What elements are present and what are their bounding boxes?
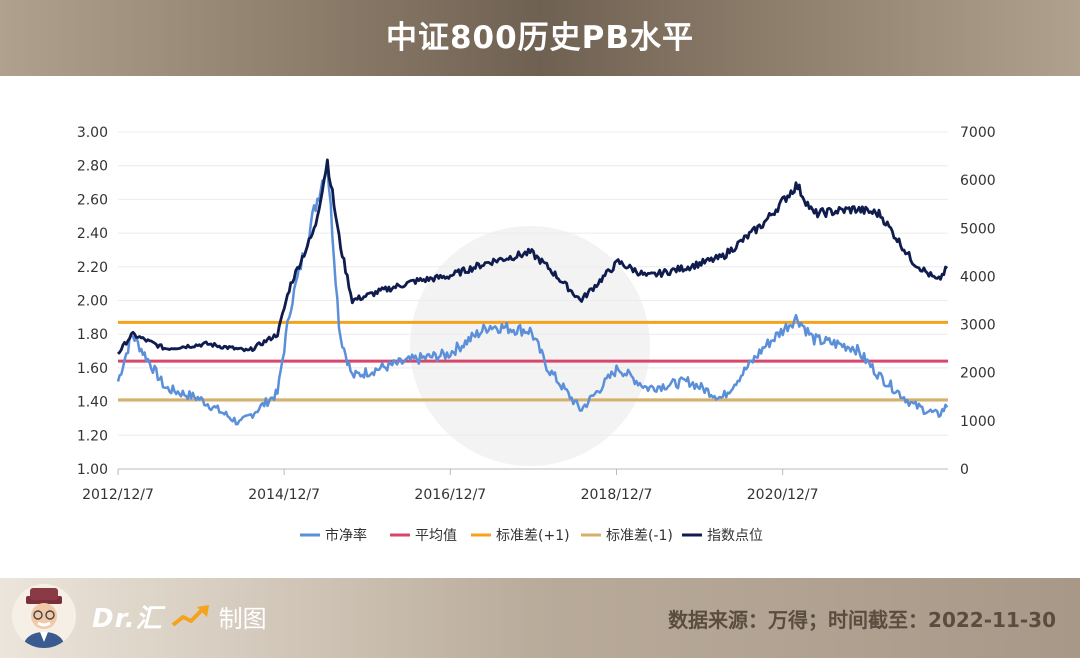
- series-line-index: [117, 158, 949, 355]
- y-left-tick-label: 1.60: [77, 361, 108, 377]
- y-left-tick-label: 2.00: [77, 294, 108, 310]
- x-tick-label: 2016/12/7: [414, 487, 486, 503]
- x-tick-label: 2018/12/7: [581, 487, 653, 503]
- y-right-tick-label: 5000: [960, 221, 996, 237]
- watermark-circle: [410, 226, 650, 466]
- brand: Dr.汇 制图: [92, 598, 267, 634]
- y-right-tick-label: 6000: [960, 173, 996, 189]
- x-tick-label: 2014/12/7: [248, 487, 320, 503]
- legend-label: 标准差(-1): [606, 528, 673, 544]
- header-banner: 中证800历史PB水平: [0, 0, 1080, 76]
- legend-label: 市净率: [325, 527, 367, 544]
- avatar: [12, 584, 76, 648]
- chart-area: 3.00 2.80 2.60 2.40 2.20 2.00 1.80 1.60 1.40 1.20…: [0, 76, 1080, 578]
- y-left-tick-label: 3.00: [77, 125, 108, 141]
- trend-arrow-icon: [171, 605, 209, 627]
- y-right-tick-label: 1000: [960, 414, 996, 430]
- y-left-tick-label: 2.80: [77, 159, 108, 175]
- y-left-tick-label: 1.20: [77, 428, 108, 444]
- y-right-tick-label: 0: [960, 462, 969, 478]
- y-right-tick-label: 3000: [960, 318, 996, 334]
- y-right-tick-label: 7000: [960, 125, 996, 141]
- y-left-tick-label: 1.00: [77, 462, 108, 478]
- page-title: 中证800历史PB水平: [385, 20, 695, 56]
- y-left-tick-label: 1.80: [77, 327, 108, 343]
- data-source: 数据来源：万得；时间截至：2022-11-30: [668, 608, 1056, 632]
- legend-label: 平均值: [415, 528, 457, 544]
- x-tick-label: 2012/12/7: [82, 487, 154, 503]
- y-left-tick-label: 2.20: [77, 260, 108, 276]
- y-left-tick-label: 2.60: [77, 192, 108, 208]
- brand-name: Dr.汇: [92, 603, 163, 634]
- y-right-tick-label: 2000: [960, 366, 996, 382]
- legend-label: 指数点位: [707, 528, 763, 544]
- series-line-pb: [116, 166, 949, 426]
- y-left-tick-label: 2.40: [77, 226, 108, 242]
- y-left-tick-label: 1.40: [77, 395, 108, 411]
- y-right-tick-label: 4000: [960, 269, 996, 285]
- legend-label: 标准差(+1): [496, 528, 570, 544]
- footer: Dr.汇 制图 数据来源：万得；时间截至：2022-11-30: [0, 578, 1080, 658]
- brand-suffix: 制图: [218, 604, 267, 633]
- pb-chart: 3.00 2.80 2.60 2.40 2.20 2.00 1.80 1.60 1.40 1.20…: [77, 125, 996, 544]
- x-tick-label: 2020/12/7: [747, 487, 819, 503]
